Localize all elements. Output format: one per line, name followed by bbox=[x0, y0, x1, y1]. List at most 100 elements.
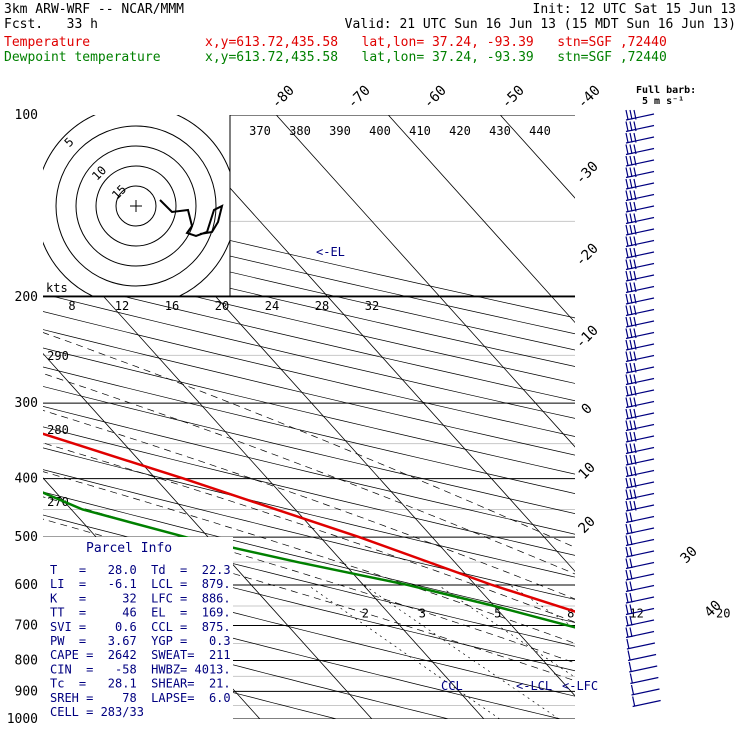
wind-barb bbox=[632, 699, 661, 708]
mixing-ratio-line bbox=[363, 584, 560, 719]
wind-barb-flag bbox=[629, 569, 633, 580]
wind-barb bbox=[625, 262, 655, 271]
wind-barb-flag bbox=[625, 259, 629, 270]
wind-barb-flag bbox=[629, 477, 633, 488]
theta-label: 380 bbox=[289, 124, 311, 138]
barb-legend-units: 5 m s⁻¹ bbox=[642, 96, 684, 107]
wind-barb-flag bbox=[629, 270, 633, 281]
parcel-box-background bbox=[43, 537, 233, 719]
wind-barb bbox=[625, 492, 655, 501]
wind-barb-flag bbox=[633, 454, 637, 465]
wind-barb bbox=[625, 331, 655, 340]
wind-barb bbox=[625, 216, 655, 225]
wind-barb-flag bbox=[629, 627, 633, 638]
moist-adiabat-line bbox=[43, 373, 575, 575]
wind-barb-flag bbox=[629, 374, 633, 385]
dry-adiabat-line bbox=[43, 329, 575, 456]
wind-barb bbox=[625, 561, 655, 570]
ccl-marker: CCL bbox=[441, 679, 463, 693]
wind-barb bbox=[625, 481, 655, 489]
dry-adiabat-line bbox=[43, 469, 575, 600]
wind-barb-flag bbox=[625, 351, 629, 362]
pressure-label: 900 bbox=[15, 684, 38, 699]
dry-adiabat-line bbox=[43, 588, 561, 719]
wind-barb-flag bbox=[625, 109, 629, 120]
wind-barb bbox=[625, 366, 655, 374]
wind-barb-flag bbox=[629, 201, 633, 212]
wind-barb-flag bbox=[633, 443, 637, 454]
hodograph-ring bbox=[95, 165, 177, 247]
wind-barb bbox=[625, 274, 655, 282]
wind-barb-flag bbox=[633, 201, 637, 212]
theta-left-label: 280 bbox=[47, 423, 69, 437]
wind-barb bbox=[625, 297, 655, 305]
wind-barb-flag bbox=[625, 604, 629, 615]
wind-barb bbox=[625, 412, 655, 420]
pressure-label: 200 bbox=[15, 290, 38, 305]
hodograph-rings bbox=[43, 115, 230, 296]
wind-barb bbox=[625, 515, 655, 524]
wind-barb-flag bbox=[629, 144, 633, 155]
wind-barb-flag bbox=[633, 213, 637, 224]
wind-barb-flag bbox=[629, 546, 633, 557]
mixing-ratio-label: 3 bbox=[419, 606, 426, 620]
moist-adiabat-line bbox=[43, 410, 575, 600]
wind-barb-flag bbox=[633, 121, 637, 132]
mixing-ratio-line bbox=[437, 584, 575, 678]
wind-barb-flag bbox=[629, 339, 633, 350]
wind-barb bbox=[625, 504, 655, 512]
wind-barb-flag bbox=[625, 569, 629, 580]
wind-barb-flag bbox=[633, 155, 637, 166]
isotherm-label: 30 bbox=[678, 544, 701, 567]
wind-barb bbox=[625, 251, 655, 259]
wind-barb bbox=[625, 308, 655, 317]
parcel-row: Tc = 28.1 SHEAR= 21. bbox=[50, 677, 231, 691]
pressure-label: 700 bbox=[15, 618, 38, 633]
wind-barb-flag bbox=[630, 684, 635, 695]
wind-barb-flag bbox=[633, 431, 637, 442]
wind-barb-flag bbox=[629, 673, 633, 684]
theta-label: 440 bbox=[529, 124, 551, 138]
wind-barb bbox=[625, 596, 655, 604]
isotherm-line bbox=[276, 115, 575, 448]
wind-barb-flag bbox=[633, 144, 637, 155]
wind-barb-flag bbox=[633, 270, 637, 281]
wind-barb bbox=[625, 435, 655, 443]
wind-barb-flag bbox=[629, 305, 633, 316]
wind-barb-flag bbox=[629, 213, 633, 224]
dewpoint-legend: Dewpoint temperature bbox=[4, 50, 161, 65]
wind-barb bbox=[625, 147, 655, 156]
wind-barb-flag bbox=[629, 351, 633, 362]
wind-barb-flag bbox=[633, 489, 637, 500]
speed-tick-label: 8 bbox=[68, 299, 75, 313]
wind-barb-flag bbox=[625, 431, 629, 442]
wind-barb-flag bbox=[625, 489, 629, 500]
isotherm-label: -80 bbox=[269, 83, 298, 112]
wind-barb-flag bbox=[629, 535, 633, 546]
parcel-row: SREH = 78 LAPSE= 6.0 bbox=[50, 691, 231, 705]
el-marker: <-EL bbox=[316, 245, 345, 259]
wind-barb bbox=[625, 538, 655, 547]
dewpoint-location: x,y=613.72,435.58 lat,lon= 37.24, -93.39… bbox=[205, 50, 667, 65]
mixing-ratio-line bbox=[660, 585, 740, 719]
isotherm-label: -40 bbox=[575, 83, 604, 112]
wind-barb-flag bbox=[625, 316, 629, 327]
parcel-row: CAPE = 2642 SWEAT= 211 bbox=[50, 648, 231, 662]
isotherm-label: 0 bbox=[579, 401, 596, 418]
pressure-label: 500 bbox=[15, 530, 38, 545]
wind-barb-flag bbox=[633, 305, 637, 316]
wind-barb bbox=[625, 423, 655, 432]
wind-barb-flag bbox=[625, 535, 629, 546]
isotherm-label: -50 bbox=[499, 83, 528, 112]
wind-barb bbox=[625, 159, 655, 167]
wind-barb bbox=[625, 182, 655, 190]
wind-barb-flag bbox=[633, 167, 637, 178]
wind-barb-flag bbox=[625, 224, 629, 235]
wind-barb bbox=[630, 676, 659, 685]
hodograph-ring bbox=[75, 145, 197, 267]
wind-barb-flag bbox=[633, 339, 637, 350]
wind-barb-flag bbox=[625, 270, 629, 281]
wind-barb-flag bbox=[633, 109, 637, 120]
wind-barb-flag bbox=[625, 512, 629, 523]
wind-barb-flag bbox=[629, 121, 633, 132]
